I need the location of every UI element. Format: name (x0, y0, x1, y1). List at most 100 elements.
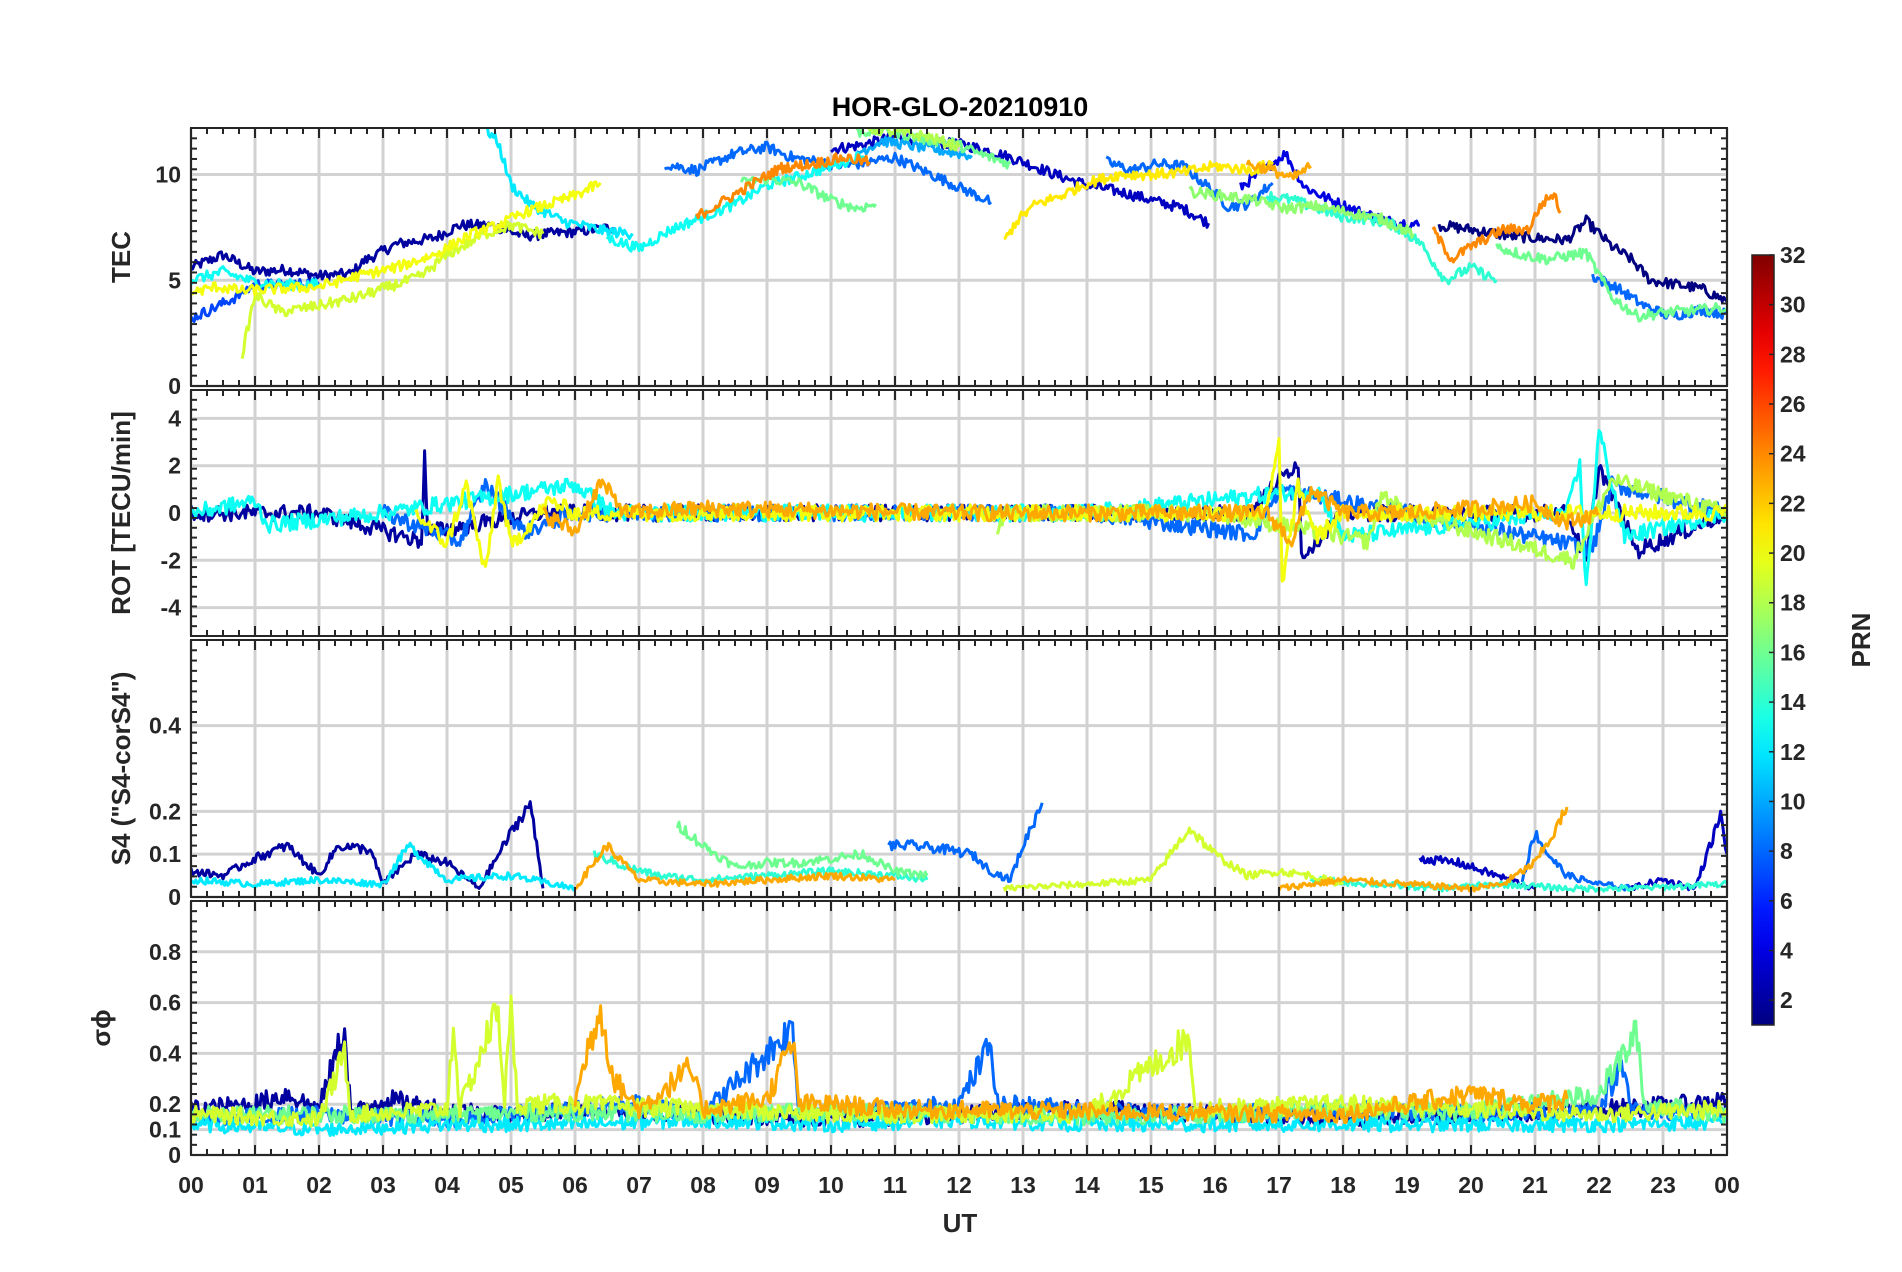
series-prn-12 (191, 841, 577, 892)
y-tick-label: -4 (161, 595, 182, 621)
y-tick-label: 0 (168, 500, 181, 526)
x-tick-label: 02 (306, 1172, 332, 1198)
colorbar-tick-label: 2 (1780, 987, 1793, 1013)
y-tick-label: 0.2 (149, 798, 181, 824)
series-prn-3 (830, 131, 1210, 229)
colorbar-tick-label: 22 (1780, 490, 1806, 516)
x-tick-label: 10 (818, 1172, 844, 1198)
y-tick-label: 0.1 (149, 841, 181, 867)
colorbar-tick-label: 6 (1780, 888, 1793, 914)
y-tick-label: 0.8 (149, 939, 181, 965)
x-tick-label: 04 (434, 1172, 460, 1198)
series-prn-21 (1003, 159, 1274, 240)
colorbar-tick-label: 10 (1780, 788, 1806, 814)
panel-s4: 0 0.1 0.2 0.4 S4 ("S4-corS4") (106, 639, 1729, 910)
y-tick-label: 5 (168, 267, 181, 293)
colorbar-tick-label: 28 (1780, 341, 1806, 367)
y-tick-label: 0.4 (149, 1040, 181, 1066)
y-tick-label: 2 (168, 453, 181, 479)
series-prn-23 (1277, 806, 1569, 893)
y-tick-label: 0.2 (149, 1091, 181, 1117)
y-axis-label-tec: TEC (106, 231, 136, 283)
x-tick-label: 21 (1522, 1172, 1548, 1198)
x-tick-label: 16 (1202, 1172, 1228, 1198)
colorbar-tick-label: 12 (1780, 739, 1806, 765)
series-prn-8 (381, 475, 1727, 557)
y-axis-label-sigma_phi: σϕ (86, 1009, 116, 1046)
x-tick-label: 09 (754, 1172, 780, 1198)
colorbar-tick-label: 16 (1780, 639, 1806, 665)
colorbar-tick-label: 24 (1780, 441, 1806, 467)
series-prn-8 (887, 802, 1044, 884)
y-tick-label: 0 (168, 884, 181, 910)
series-group (191, 994, 1727, 1137)
series-prn-20 (191, 180, 602, 297)
series-prn-18 (865, 128, 961, 152)
y-axis-label-rot: ROT [TECU/min] (106, 411, 136, 615)
series-prn-1 (1437, 214, 1727, 303)
y-axis-label-s4: S4 ("S4-corS4") (106, 672, 136, 866)
colorbar-tick-label: 14 (1780, 689, 1806, 715)
panel-tec: 0 5 10 TEC (106, 127, 1729, 399)
x-tick-label: 20 (1458, 1172, 1484, 1198)
series-group (191, 429, 1727, 587)
colorbar-tick-label: 8 (1780, 838, 1793, 864)
y-tick-label: -2 (161, 547, 181, 573)
series-prn-14 (1265, 191, 1498, 286)
x-tick-label: 07 (626, 1172, 652, 1198)
x-tick-label: 11 (883, 1172, 908, 1198)
series-prn-16 (675, 820, 929, 880)
x-axis: 00 01 02 03 04 05 06 07 08 09 10 11 12 13 14 15 16 17 18 19… (178, 1172, 1740, 1198)
chart-title: HOR-GLO-20210910 (832, 92, 1089, 122)
colorbar-label: PRN (1846, 613, 1876, 668)
x-tick-label: 06 (562, 1172, 588, 1198)
colorbar-tick-label: 20 (1780, 540, 1806, 566)
x-tick-label: 03 (370, 1172, 396, 1198)
x-tick-label: 18 (1330, 1172, 1356, 1198)
y-tick-label: 0 (168, 373, 181, 399)
panel-rot: -4 -2 0 2 4 ROT [TECU/min] (106, 389, 1729, 637)
series-prn-23 (1245, 159, 1312, 181)
series-prn-12 (485, 128, 634, 241)
y-tick-label: 10 (155, 162, 181, 188)
x-tick-label: 05 (498, 1172, 524, 1198)
y-tick-label: 0 (168, 1142, 181, 1168)
y-tick-label: 0.6 (149, 990, 181, 1016)
x-axis-label: UT (943, 1208, 978, 1238)
series-prn-24 (695, 152, 871, 220)
series-prn-2 (191, 218, 615, 282)
x-tick-label: 22 (1586, 1172, 1612, 1198)
series-prn-24 (1431, 192, 1562, 264)
series-prn-19 (240, 220, 545, 359)
x-tick-label: 15 (1138, 1172, 1164, 1198)
series-prn-23 (573, 1004, 1569, 1125)
x-tick-label: 00 (178, 1172, 204, 1198)
x-tick-label: 13 (1010, 1172, 1036, 1198)
y-tick-label: 0.1 (149, 1117, 181, 1143)
colorbar-gradient (1751, 254, 1775, 1026)
y-tick-label: 0.4 (149, 713, 181, 739)
series-prn-19 (1002, 826, 1344, 892)
series-prn-23 (541, 478, 1600, 548)
x-tick-label: 00 (1714, 1172, 1740, 1198)
colorbar-tick-label: 26 (1780, 391, 1806, 417)
series-prn-13 (605, 151, 865, 253)
colorbar-tick-label: 30 (1780, 292, 1806, 318)
x-tick-label: 12 (946, 1172, 972, 1198)
series-prn-18 (995, 473, 1727, 570)
series-group (191, 800, 1727, 893)
x-tick-label: 14 (1074, 1172, 1100, 1198)
series-prn-23 (574, 841, 896, 891)
series-group (191, 128, 1727, 359)
x-tick-label: 08 (690, 1172, 716, 1198)
x-tick-label: 23 (1650, 1172, 1676, 1198)
series-prn-16 (1495, 243, 1727, 323)
series-prn-3 (1418, 855, 1536, 891)
colorbar-tick-label: 4 (1780, 937, 1793, 963)
y-tick-label: 4 (168, 405, 181, 431)
x-tick-label: 17 (1266, 1172, 1292, 1198)
colorbar-tick-label: 18 (1780, 590, 1806, 616)
